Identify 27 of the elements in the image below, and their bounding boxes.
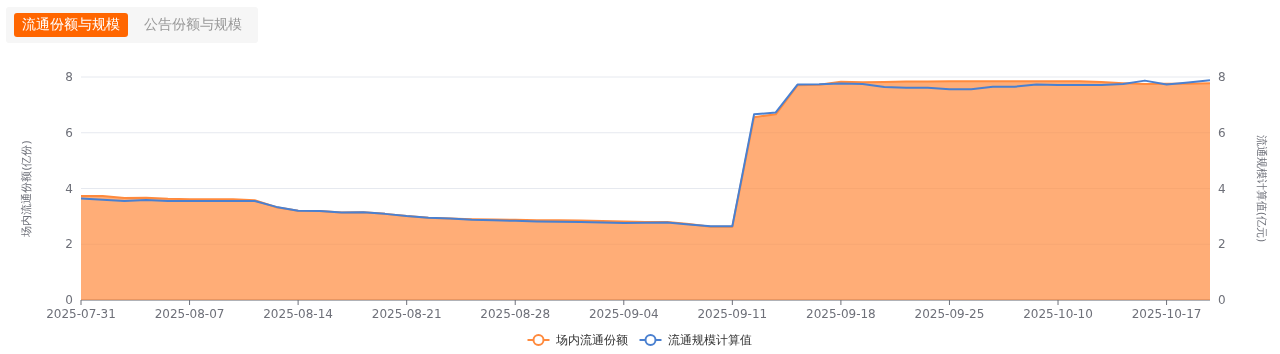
x-tick-label: 2025-07-31 [46, 307, 116, 321]
y2-axis-title: 流通规模计算值(亿元) [1255, 134, 1268, 243]
x-tick-label: 2025-09-25 [914, 307, 985, 321]
x-tick-label: 2025-10-17 [1131, 307, 1202, 321]
legend-label: 场内流通份额 [554, 333, 628, 347]
y2-tick-label: 0 [1218, 293, 1226, 307]
y-tick-label: 8 [65, 70, 73, 84]
y-axis-title: 场内流通份额(亿份) [20, 140, 33, 238]
x-tick-label: 2025-08-07 [154, 307, 225, 321]
x-tick-label: 2025-08-14 [263, 307, 333, 321]
y2-tick-label: 6 [1218, 125, 1226, 140]
y-tick-label: 6 [65, 125, 73, 140]
x-tick-label: 2025-10-10 [1023, 307, 1093, 321]
y2-tick-label: 8 [1218, 70, 1226, 84]
text: 流通份额与规模 [14, 13, 128, 37]
text: 公告份额与规模 [143, 15, 243, 34]
x-tick-label: 2025-08-28 [480, 307, 551, 321]
x-tick-label: 2025-09-18 [806, 307, 876, 321]
x-tick-label: 2025-09-11 [697, 307, 768, 321]
y2-tick-label: 4 [1218, 181, 1226, 196]
legend-label: 流通规模计算值 [667, 333, 752, 347]
y2-tick-label: 2 [1218, 237, 1226, 252]
y-tick-label: 2 [65, 237, 73, 252]
y-tick-label: 0 [65, 293, 73, 307]
x-tick-label: 2025-08-21 [371, 307, 442, 321]
x-tick-label: 2025-09-04 [588, 307, 659, 321]
y-tick-label: 4 [65, 181, 73, 196]
